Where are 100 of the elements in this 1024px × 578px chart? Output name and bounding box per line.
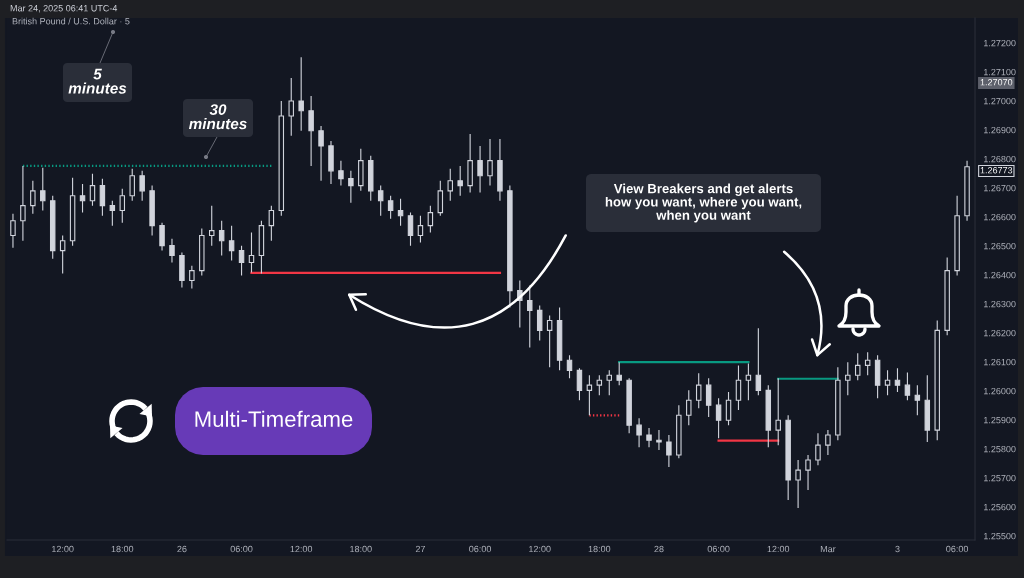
candlestick <box>546 314 553 368</box>
candlestick <box>755 327 762 396</box>
candlestick <box>238 245 245 277</box>
candlestick <box>864 351 871 376</box>
annotation: 5 minutes <box>68 68 127 94</box>
x-tick-label: 18:00 <box>350 545 372 553</box>
candlestick <box>695 372 702 409</box>
x-tick-label: 06:00 <box>469 545 492 553</box>
x-tick-label: 26 <box>177 545 187 553</box>
x-tick-label: 27 <box>415 545 426 553</box>
candlestick <box>328 140 334 185</box>
candlestick <box>854 352 861 381</box>
candlestick <box>964 160 970 222</box>
candlestick <box>745 362 752 401</box>
x-tick-label: 18:00 <box>111 545 134 553</box>
candlestick <box>944 256 950 336</box>
candlestick <box>527 284 533 348</box>
y-tick-label: 1.25900 <box>984 416 1016 424</box>
candlestick <box>129 168 135 202</box>
candlestick <box>208 205 215 247</box>
candlestick <box>556 306 563 371</box>
candlestick <box>576 367 583 401</box>
candlestick <box>169 238 175 264</box>
candlestick <box>149 185 155 237</box>
y-tick-label: 1.25500 <box>984 532 1016 540</box>
candlestick <box>69 177 76 247</box>
candlestick <box>874 354 881 399</box>
candlestick <box>884 369 891 396</box>
candlestick <box>258 220 265 275</box>
x-tick-label: Mar <box>820 545 836 553</box>
candlestick <box>89 173 96 207</box>
y-tick-label: 1.26800 <box>984 155 1016 163</box>
y-tick-label: 1.26300 <box>984 300 1016 308</box>
candlestick <box>477 145 483 194</box>
candlestick <box>368 155 374 202</box>
candlestick <box>159 222 165 252</box>
candlestick <box>835 366 841 441</box>
candlestick <box>179 252 185 288</box>
candlestick <box>189 265 195 290</box>
annotation: 30 minutes <box>188 104 247 130</box>
y-tick-label: 1.26100 <box>984 358 1016 366</box>
candlestick <box>735 364 742 411</box>
candlestick <box>954 195 960 277</box>
candlestick <box>417 215 424 244</box>
candlestick <box>566 354 573 379</box>
candlestick <box>308 95 314 167</box>
candlestick <box>348 170 354 204</box>
candlestick <box>79 183 86 214</box>
candlestick <box>199 227 205 277</box>
candlestick <box>676 404 682 459</box>
candlestick <box>318 125 324 182</box>
candlestick <box>924 374 931 443</box>
candlestick <box>725 391 732 426</box>
candlestick <box>507 185 513 308</box>
candlestick <box>397 198 404 227</box>
candlestick <box>765 384 772 448</box>
x-tick-label: 28 <box>654 545 664 553</box>
candlestick <box>30 180 36 215</box>
y-tick-label: 1.27100 <box>984 68 1016 76</box>
candlestick <box>49 195 56 260</box>
x-tick-label: 06:00 <box>230 545 253 553</box>
y-tick-label: 1.26400 <box>984 271 1016 279</box>
candlestick <box>845 361 851 396</box>
candlestick <box>656 429 662 451</box>
y-tick-label: 1.26600 <box>984 213 1016 221</box>
y-tick-label: 1.25600 <box>984 503 1016 511</box>
annotation: View Breakers and get alerts how you want, where you want, when you want <box>605 183 802 223</box>
candlestick <box>785 414 791 501</box>
candlestick <box>715 397 722 439</box>
x-tick-label: 12:00 <box>529 545 551 553</box>
candlestick <box>686 389 692 426</box>
candlestick <box>228 225 235 261</box>
text: 1.27070 <box>980 79 1013 86</box>
y-tick-label: 1.25700 <box>984 474 1016 482</box>
candlestick <box>636 417 642 448</box>
candlestick <box>427 205 434 234</box>
candlestick <box>536 304 543 342</box>
y-tick-label: 1.26500 <box>984 242 1016 250</box>
y-tick-label: 1.26200 <box>984 329 1016 337</box>
candlestick <box>815 432 821 466</box>
y-tick-label: 1.27000 <box>984 97 1016 105</box>
candlestick <box>467 133 473 194</box>
candlestick <box>497 138 503 202</box>
candlestick <box>705 377 712 418</box>
candlestick <box>218 220 225 257</box>
candlestick <box>666 434 672 468</box>
y-tick-label: 1.27200 <box>984 39 1016 47</box>
x-tick-label: 3 <box>895 545 900 553</box>
candlestick <box>377 185 384 217</box>
y-tick-label: 1.26700 <box>984 184 1016 192</box>
chart-title: British Pound / U.S. Dollar · 5 <box>12 17 130 25</box>
candlestick <box>825 429 831 456</box>
candlestick <box>795 459 801 509</box>
candlestick <box>20 165 26 242</box>
x-tick-label: 12:00 <box>290 545 313 553</box>
x-tick-label: 12:00 <box>52 545 74 553</box>
candlestick <box>139 170 145 202</box>
candlestick <box>487 138 493 187</box>
candlestick <box>805 454 811 491</box>
candlestick <box>248 232 255 274</box>
